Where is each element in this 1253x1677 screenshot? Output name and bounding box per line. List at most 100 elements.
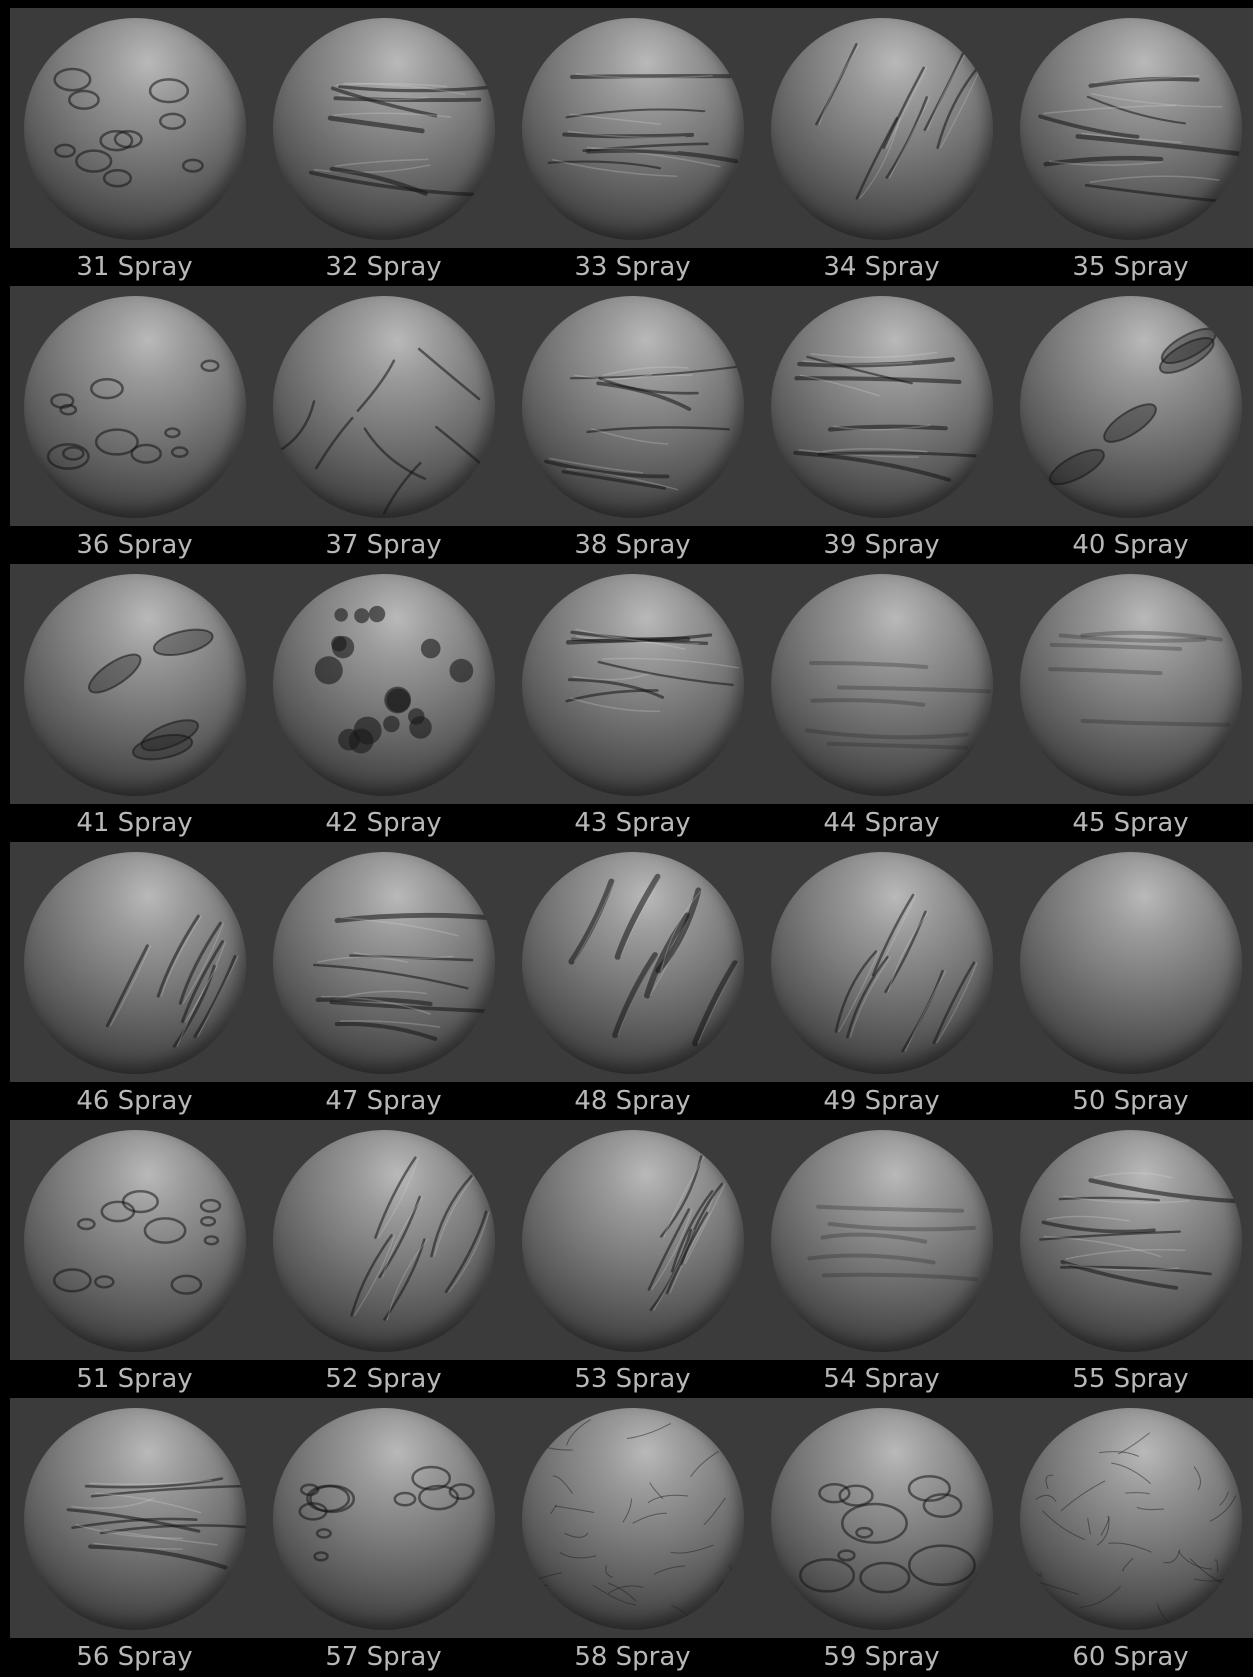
brush-tile[interactable]: 55 Spray	[1006, 1120, 1253, 1398]
brush-label[interactable]: 49 Spray	[823, 1086, 940, 1116]
brush-thumbnail[interactable]	[508, 286, 757, 526]
brush-preview-sphere	[771, 18, 993, 240]
brush-label[interactable]: 46 Spray	[76, 1086, 193, 1116]
brush-label[interactable]: 52 Spray	[325, 1364, 442, 1394]
brush-thumbnail[interactable]	[10, 1398, 259, 1638]
brush-thumbnail[interactable]	[757, 842, 1006, 1082]
brush-label[interactable]: 32 Spray	[325, 252, 442, 282]
brush-thumbnail[interactable]	[1006, 1120, 1253, 1360]
brush-label[interactable]: 54 Spray	[823, 1364, 940, 1394]
brush-tile[interactable]: 48 Spray	[508, 842, 757, 1120]
brush-label[interactable]: 35 Spray	[1072, 252, 1189, 282]
brush-preview-sphere	[771, 1130, 993, 1352]
brush-tile[interactable]: 47 Spray	[259, 842, 508, 1120]
brush-thumbnail[interactable]	[757, 1398, 1006, 1638]
brush-thumbnail[interactable]	[10, 842, 259, 1082]
brush-label[interactable]: 43 Spray	[574, 808, 691, 838]
brush-label[interactable]: 47 Spray	[325, 1086, 442, 1116]
brush-tile[interactable]: 39 Spray	[757, 286, 1006, 564]
brush-tile[interactable]: 34 Spray	[757, 8, 1006, 286]
brush-thumbnail[interactable]	[757, 564, 1006, 804]
brush-thumbnail[interactable]	[1006, 286, 1253, 526]
brush-thumbnail[interactable]	[259, 1120, 508, 1360]
brush-tile[interactable]: 42 Spray	[259, 564, 508, 842]
brush-label[interactable]: 31 Spray	[76, 252, 193, 282]
brush-label[interactable]: 53 Spray	[574, 1364, 691, 1394]
brush-tile[interactable]: 53 Spray	[508, 1120, 757, 1398]
brush-tile[interactable]: 57 Spray	[259, 1398, 508, 1676]
brush-tile[interactable]: 49 Spray	[757, 842, 1006, 1120]
brush-preview-sphere	[24, 852, 246, 1074]
brush-tile[interactable]: 58 Spray	[508, 1398, 757, 1676]
brush-tile[interactable]: 41 Spray	[10, 564, 259, 842]
brush-label[interactable]: 42 Spray	[325, 808, 442, 838]
brush-thumbnail[interactable]	[508, 1398, 757, 1638]
brush-tile[interactable]: 37 Spray	[259, 286, 508, 564]
brush-tile[interactable]: 45 Spray	[1006, 564, 1253, 842]
brush-thumbnail[interactable]	[508, 1120, 757, 1360]
brush-thumbnail[interactable]	[1006, 8, 1253, 248]
brush-thumbnail[interactable]	[1006, 842, 1253, 1082]
brush-preview-sphere	[24, 574, 246, 796]
brush-tile[interactable]: 36 Spray	[10, 286, 259, 564]
brush-tile[interactable]: 43 Spray	[508, 564, 757, 842]
brush-label[interactable]: 37 Spray	[325, 530, 442, 560]
brush-label[interactable]: 41 Spray	[76, 808, 193, 838]
brush-tile[interactable]: 40 Spray	[1006, 286, 1253, 564]
brush-thumbnail[interactable]	[259, 1398, 508, 1638]
brush-label[interactable]: 58 Spray	[574, 1642, 691, 1672]
brush-label[interactable]: 44 Spray	[823, 808, 940, 838]
brush-label[interactable]: 57 Spray	[325, 1642, 442, 1672]
brush-tile[interactable]: 54 Spray	[757, 1120, 1006, 1398]
brush-label[interactable]: 48 Spray	[574, 1086, 691, 1116]
brush-preview-sphere	[273, 852, 495, 1074]
brush-label[interactable]: 51 Spray	[76, 1364, 193, 1394]
brush-tile[interactable]: 46 Spray	[10, 842, 259, 1120]
brush-label[interactable]: 60 Spray	[1072, 1642, 1189, 1672]
brush-tile[interactable]: 56 Spray	[10, 1398, 259, 1676]
brush-tile[interactable]: 38 Spray	[508, 286, 757, 564]
brush-tile[interactable]: 52 Spray	[259, 1120, 508, 1398]
brush-label[interactable]: 34 Spray	[823, 252, 940, 282]
brush-thumbnail[interactable]	[757, 286, 1006, 526]
brush-thumbnail[interactable]	[757, 1120, 1006, 1360]
brush-tile[interactable]: 31 Spray	[10, 8, 259, 286]
brush-preview-sphere	[522, 1130, 744, 1352]
brush-thumbnail[interactable]	[259, 842, 508, 1082]
brush-thumbnail[interactable]	[10, 1120, 259, 1360]
brush-thumbnail[interactable]	[1006, 1398, 1253, 1638]
brush-tile[interactable]: 33 Spray	[508, 8, 757, 286]
brush-thumbnail[interactable]	[10, 8, 259, 248]
brush-tile[interactable]: 50 Spray	[1006, 842, 1253, 1120]
brush-tile[interactable]: 35 Spray	[1006, 8, 1253, 286]
brush-thumbnail[interactable]	[10, 286, 259, 526]
brush-thumbnail[interactable]	[1006, 564, 1253, 804]
brush-label[interactable]: 45 Spray	[1072, 808, 1189, 838]
brush-label[interactable]: 59 Spray	[823, 1642, 940, 1672]
brush-preview-sphere	[771, 574, 993, 796]
brush-thumbnail[interactable]	[259, 286, 508, 526]
brush-thumbnail[interactable]	[259, 564, 508, 804]
brush-thumbnail[interactable]	[10, 564, 259, 804]
brush-thumbnail[interactable]	[508, 842, 757, 1082]
brush-tile[interactable]: 51 Spray	[10, 1120, 259, 1398]
brush-label[interactable]: 55 Spray	[1072, 1364, 1189, 1394]
brush-label[interactable]: 56 Spray	[76, 1642, 193, 1672]
brush-label[interactable]: 33 Spray	[574, 252, 691, 282]
brush-preview-sphere	[273, 18, 495, 240]
brush-tile[interactable]: 44 Spray	[757, 564, 1006, 842]
brush-tile[interactable]: 60 Spray	[1006, 1398, 1253, 1676]
brush-label[interactable]: 40 Spray	[1072, 530, 1189, 560]
brush-preview-sphere	[771, 296, 993, 518]
brush-label[interactable]: 50 Spray	[1072, 1086, 1189, 1116]
brush-label[interactable]: 39 Spray	[823, 530, 940, 560]
brush-preview-sphere	[771, 1408, 993, 1630]
brush-tile[interactable]: 32 Spray	[259, 8, 508, 286]
brush-thumbnail[interactable]	[259, 8, 508, 248]
brush-thumbnail[interactable]	[508, 564, 757, 804]
brush-label[interactable]: 36 Spray	[76, 530, 193, 560]
brush-thumbnail[interactable]	[757, 8, 1006, 248]
brush-tile[interactable]: 59 Spray	[757, 1398, 1006, 1676]
brush-thumbnail[interactable]	[508, 8, 757, 248]
brush-label[interactable]: 38 Spray	[574, 530, 691, 560]
